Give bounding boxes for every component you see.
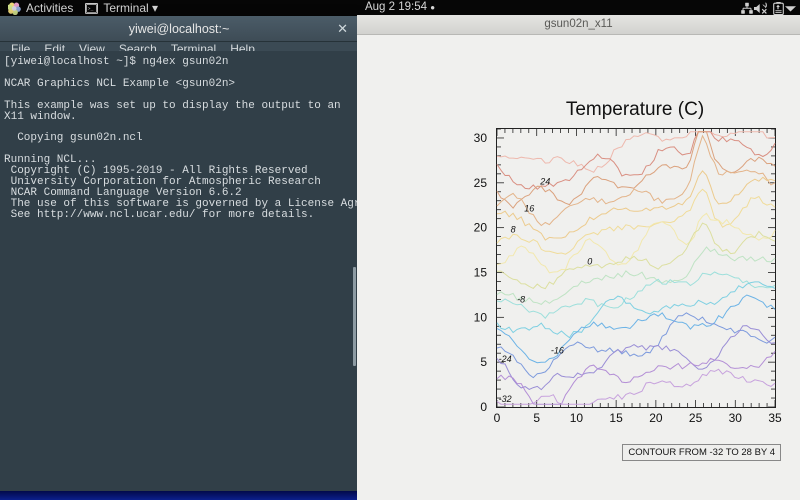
- svg-text:8: 8: [511, 224, 516, 234]
- svg-text:-32: -32: [499, 394, 512, 404]
- svg-text:10: 10: [570, 411, 584, 425]
- svg-text:30: 30: [474, 131, 488, 145]
- svg-text:15: 15: [474, 266, 488, 280]
- svg-text:5: 5: [533, 411, 540, 425]
- svg-text:5: 5: [480, 355, 487, 369]
- svg-text:15: 15: [609, 411, 623, 425]
- svg-text:0: 0: [587, 256, 592, 266]
- svg-text:25: 25: [689, 411, 703, 425]
- svg-text:30: 30: [729, 411, 743, 425]
- svg-text:20: 20: [474, 221, 488, 235]
- svg-text:16: 16: [524, 203, 534, 213]
- svg-text:-24: -24: [499, 354, 512, 364]
- svg-text:24: 24: [539, 177, 550, 187]
- svg-text:25: 25: [474, 176, 488, 190]
- svg-text:-16: -16: [551, 346, 564, 356]
- svg-text:0: 0: [494, 411, 501, 425]
- svg-text:10: 10: [474, 310, 488, 324]
- svg-text:35: 35: [768, 411, 782, 425]
- svg-text:0: 0: [480, 400, 487, 414]
- svg-text:20: 20: [649, 411, 663, 425]
- svg-text:-8: -8: [517, 294, 525, 304]
